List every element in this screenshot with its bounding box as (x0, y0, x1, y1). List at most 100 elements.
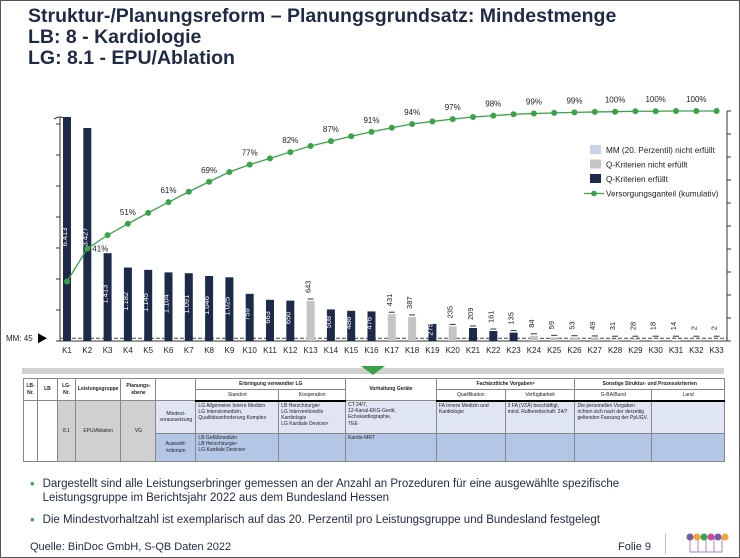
bar-K4 (123, 267, 132, 341)
x-tick-label: K20 (446, 346, 461, 355)
th-land: Land (651, 389, 725, 402)
bar-K31 (672, 340, 680, 341)
x-tick-label: K30 (649, 346, 664, 355)
legend-label: Q-Kriterien nicht erfüllt (606, 161, 688, 170)
legend-label: Versorgungsganteil (kumulativ) (606, 190, 719, 199)
bar-K24 (529, 335, 538, 341)
bar-value-label: 1.104 (162, 294, 171, 313)
bar-K5 (144, 269, 153, 341)
cumulative-point (348, 133, 355, 140)
bar-value-label: 2 (710, 326, 719, 330)
cell-mindest-kooperation: LB Herzchirurgie¹ LG Interventionelle Ka… (278, 400, 347, 434)
bullet-icon: • (30, 512, 35, 527)
bar-value-label: 759 (243, 308, 252, 321)
bar-value-label: 486 (344, 317, 353, 330)
bar-K14 (326, 309, 335, 341)
legend-label: Q-Kriterien erfüllt (606, 175, 669, 184)
x-tick-label: K2 (82, 346, 92, 355)
cell-mindest-qualifikation: FA Innere Medizin und Kardiologie (435, 400, 506, 434)
x-tick-label: K3 (103, 346, 113, 355)
th-sonstige: Sonstige Struktur- und Prozesskriterien (574, 378, 725, 390)
bar-K28 (611, 339, 620, 341)
x-tick-label: K17 (385, 346, 400, 355)
cumulative-point (64, 278, 70, 285)
bar-value-label: 275 (425, 323, 434, 336)
cumulative-point (124, 220, 131, 227)
cell-auswahl-vorhaltung: Kardio-MRT (345, 433, 437, 462)
legend-dot-icon (591, 190, 597, 197)
cumulative-label: 69% (201, 166, 217, 175)
cumulative-point (713, 108, 720, 114)
cumulative-point (429, 118, 436, 125)
cumulative-point (612, 108, 619, 115)
cumulative-point (246, 161, 253, 168)
th-standort: Standort (195, 389, 280, 402)
x-tick-label: K10 (243, 346, 258, 355)
bullet-list: • Dargestellt sind alle Leistungserbringe… (30, 477, 680, 535)
cell-auswahl-verfuegbarkeit (504, 433, 576, 462)
cumulative-point (267, 155, 273, 162)
cell-mindest-verfuegbarkeit: 3 FA (VZÄ) beschäftigt, mind. Rufbereits… (504, 400, 576, 434)
bar-value-label: 59 (547, 321, 556, 329)
bar-value-label: 28 (628, 322, 637, 330)
bar-value-label: 53 (568, 321, 577, 329)
th-fachaerztlich: Fachärztliche Vorgaben⁶ (435, 378, 576, 390)
cumulative-point (307, 143, 314, 150)
th-lb-nr: LB-Nr. (23, 378, 38, 401)
cumulative-label: 98% (485, 100, 501, 109)
cumulative-point (693, 108, 700, 114)
cumulative-point (368, 128, 375, 135)
cumulative-label: 77% (242, 149, 258, 158)
x-tick-label: K23 (506, 346, 521, 355)
pareto-chart: MM: 45 K1 6.413 K2 3.427 K3 1.413 K4 1.182 K5 1.14… (6, 95, 731, 355)
footer-divider (665, 534, 666, 554)
cumulative-point (551, 109, 558, 116)
cumulative-label: 41% (92, 245, 108, 254)
x-tick-label: K8 (204, 346, 214, 355)
bar-value-label: 1.046 (202, 296, 211, 315)
bar-K18 (408, 316, 417, 341)
cumulative-label: 91% (363, 116, 379, 125)
cumulative-point (490, 112, 497, 119)
cell-mindest-standort: LG Allgemeine Innere Medizin LG Intensiv… (195, 400, 280, 434)
th-qualifikation: Qualifikation (435, 389, 506, 402)
bar-value-label: 1.025 (222, 297, 231, 316)
th-gba: G-BA/Bund (574, 389, 653, 402)
bar-K12 (286, 300, 295, 341)
title-line-3: LG: 8.1 - EPU/Ablation (28, 47, 235, 69)
bar-value-label: 1.091 (182, 295, 191, 314)
cell-auswahl-standort: LB Gefäßmedizin LB Herzchirurgie¹ LG Kar… (195, 433, 280, 462)
x-tick-label: K1 (62, 346, 72, 355)
legend-swatch (590, 159, 601, 169)
cumulative-label: 61% (160, 186, 176, 195)
cumulative-label: 100% (605, 96, 625, 105)
bar-value-label: 31 (608, 322, 617, 330)
x-tick-label: K32 (689, 346, 704, 355)
cell-lg-nr: 8.1 (56, 400, 76, 462)
x-tick-label: K31 (669, 346, 684, 355)
cumulative-label: 99% (526, 98, 542, 107)
cell-auswahl-qualifikation (435, 433, 506, 462)
bar-value-label: 643 (304, 281, 313, 294)
x-tick-label: K24 (527, 346, 542, 355)
x-tick-label: K22 (486, 346, 501, 355)
cumulative-point (530, 110, 537, 117)
bar-K21 (469, 328, 477, 341)
bar-value-label: 84 (527, 319, 536, 327)
bar-value-label: 663 (263, 311, 272, 324)
bar-value-label: 1.182 (121, 292, 130, 311)
cumulative-point (226, 169, 233, 176)
bullet-icon: • (30, 476, 35, 491)
bar-value-label: 235 (446, 306, 455, 319)
bar-K9 (225, 277, 234, 341)
x-tick-label: K25 (547, 346, 562, 355)
mm-label: MM: 45 (6, 334, 33, 343)
x-tick-label: K15 (344, 346, 359, 355)
slide-number: Folie 9 (618, 541, 652, 553)
bar-K2 (83, 128, 92, 341)
x-tick-label: K19 (425, 346, 440, 355)
bar-K29 (631, 339, 640, 341)
bar-K25 (550, 337, 559, 341)
bar-K19 (428, 323, 437, 341)
bar-value-label: 3.427 (80, 228, 89, 247)
